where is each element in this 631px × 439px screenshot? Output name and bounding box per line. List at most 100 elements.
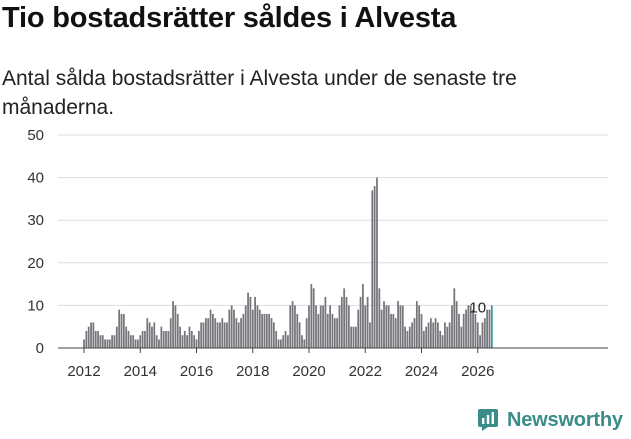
bar <box>249 296 252 348</box>
bar <box>378 288 381 348</box>
bar <box>146 318 149 348</box>
bar <box>113 335 116 348</box>
bar <box>188 326 191 348</box>
bar <box>261 313 264 348</box>
bar <box>139 335 142 348</box>
x-tick-label: 2012 <box>67 363 100 380</box>
bar <box>233 309 235 348</box>
bar <box>214 318 217 348</box>
bar <box>129 335 132 348</box>
bar <box>336 318 339 348</box>
y-tick-label: 10 <box>27 297 44 314</box>
chart-subtitle: Antal sålda bostadsrätter i Alvesta unde… <box>2 67 517 119</box>
bar <box>94 330 97 348</box>
bar <box>387 305 390 348</box>
bar <box>455 301 458 348</box>
x-tick-label: 2024 <box>405 363 438 380</box>
bar <box>97 330 99 348</box>
bar <box>331 313 334 348</box>
bar <box>427 322 430 348</box>
bar <box>308 305 310 348</box>
y-axis: 0 10 20 30 40 50 <box>27 127 44 357</box>
bar <box>373 186 376 348</box>
bar <box>190 330 193 348</box>
bar <box>237 322 240 348</box>
bar <box>422 330 425 348</box>
bar <box>228 309 231 348</box>
bar-highlighted <box>490 305 493 348</box>
bar <box>460 326 463 348</box>
bar <box>265 313 268 348</box>
bar <box>420 313 423 348</box>
bar <box>434 318 437 348</box>
bar <box>446 326 449 348</box>
bar <box>144 330 146 348</box>
bar <box>200 322 203 348</box>
x-tick-label: 2014 <box>124 363 157 380</box>
bar <box>270 318 273 348</box>
brand-name: Newsworthy <box>507 408 623 431</box>
bar <box>383 301 385 348</box>
y-tick-label: 40 <box>27 170 44 187</box>
bar <box>390 313 392 348</box>
bar <box>108 339 111 348</box>
x-tick-label: 2020 <box>292 363 325 380</box>
bar <box>397 301 399 348</box>
bar <box>312 288 315 348</box>
bar <box>324 296 327 348</box>
bar <box>401 305 404 348</box>
bar <box>303 339 306 348</box>
bar <box>343 288 346 348</box>
bar <box>101 335 104 348</box>
bar <box>104 339 106 348</box>
bar <box>230 305 233 348</box>
bar <box>364 305 367 348</box>
x-axis: 2012 2014 2016 2018 2020 2022 2024 2026 <box>58 347 608 380</box>
bar <box>162 330 165 348</box>
bar <box>404 326 406 348</box>
bar <box>111 335 114 348</box>
bar <box>326 313 329 348</box>
bar <box>160 326 163 348</box>
bar <box>204 318 207 348</box>
bar <box>474 313 477 348</box>
bar <box>87 326 90 348</box>
bar <box>432 322 435 348</box>
bar <box>197 330 200 348</box>
bar <box>263 313 266 348</box>
bar <box>357 309 360 348</box>
bar <box>202 322 205 348</box>
bar <box>287 335 289 348</box>
bar <box>193 335 196 348</box>
bar <box>277 339 280 348</box>
x-tick-label: 2022 <box>349 363 382 380</box>
bar <box>153 322 156 348</box>
bar <box>399 305 402 348</box>
bar <box>137 339 139 348</box>
bar <box>301 335 303 348</box>
bar <box>174 305 177 348</box>
bar <box>451 305 453 348</box>
bar <box>118 309 121 348</box>
bar <box>362 284 364 348</box>
bar <box>310 284 313 348</box>
bar <box>99 335 102 348</box>
bar <box>352 326 355 348</box>
bar <box>209 309 212 348</box>
brand-logo[interactable]: Newsworthy <box>477 408 623 432</box>
y-tick-label: 20 <box>27 255 44 272</box>
bar <box>385 305 388 348</box>
bar <box>282 335 285 348</box>
bar <box>296 313 299 348</box>
bar <box>183 330 186 348</box>
bar <box>165 330 167 348</box>
bar <box>212 313 214 348</box>
bar <box>406 330 409 348</box>
bar <box>289 305 292 348</box>
bar <box>380 309 383 348</box>
bar <box>392 313 395 348</box>
bar <box>181 335 184 348</box>
bar <box>415 301 418 348</box>
bar <box>408 326 411 348</box>
